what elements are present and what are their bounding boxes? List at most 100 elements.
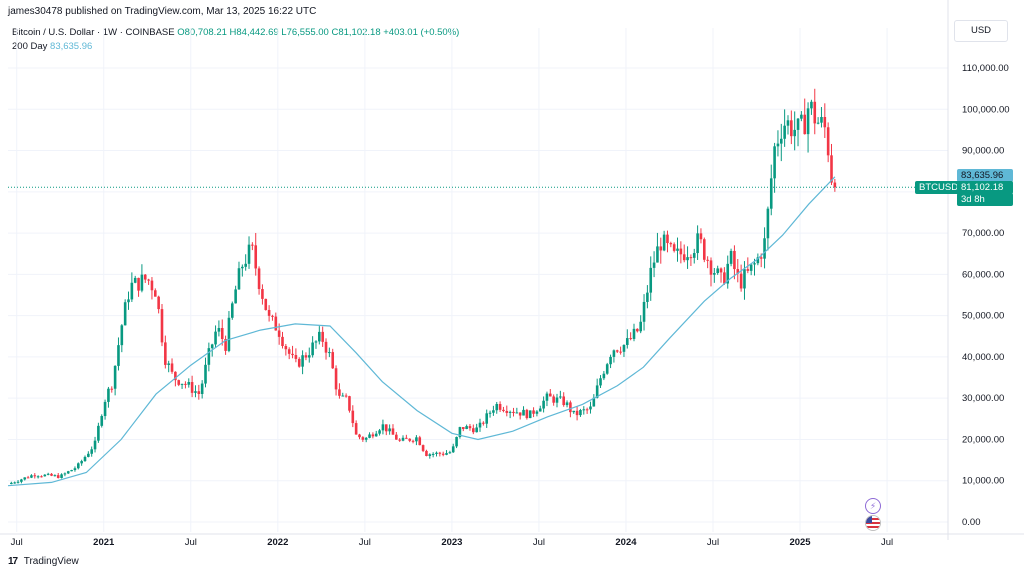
candle-body (572, 410, 576, 413)
brand-name: TradingView (23, 556, 79, 567)
candle-body (465, 426, 468, 430)
x-tick-label: Jul (359, 537, 371, 548)
candle-body (646, 292, 649, 302)
candle-body (769, 178, 773, 209)
ma-line-layer (7, 176, 836, 487)
candle-body (76, 463, 80, 469)
candle-body (518, 412, 522, 416)
currency-button[interactable]: USD (954, 20, 1008, 42)
candle-body (83, 456, 87, 462)
candle-body (438, 452, 442, 454)
candle-body (291, 353, 294, 356)
candle-body (143, 274, 147, 280)
symbol-title[interactable]: Bitcoin / U.S. Dollar · 1W · COINBASE (12, 27, 175, 38)
candle-body (50, 473, 53, 476)
candle-body (180, 383, 184, 385)
candle-body (636, 328, 639, 332)
y-tick-label: 0.00 (962, 517, 981, 528)
candle-body (257, 268, 261, 290)
candle-body (53, 475, 57, 477)
candle-body (612, 350, 616, 357)
symbol-price-tag: BTCUSD (915, 181, 963, 194)
candle-body (97, 425, 100, 441)
candle-body (254, 245, 258, 269)
candle-body (117, 345, 120, 366)
candle-body (358, 434, 361, 438)
us-flag-event-icon[interactable] (865, 515, 881, 531)
y-tick-label: 30,000.00 (962, 393, 1004, 404)
price-axis: 0.00 10,000.00 20,000.00 30,000.00 40,000.00… (962, 63, 1010, 528)
candle-body (167, 363, 170, 365)
candle-body (93, 440, 97, 450)
candle-body (190, 382, 194, 393)
candle-body (137, 277, 140, 291)
candle-body (271, 315, 274, 317)
candle-body (36, 476, 40, 478)
candle-body (405, 437, 408, 439)
candle-body (281, 336, 284, 347)
candle-body (806, 108, 810, 135)
candle-body (277, 330, 281, 337)
candle-body (682, 254, 686, 261)
y-tick-label: 50,000.00 (962, 311, 1004, 322)
candle-body (672, 244, 676, 251)
candle-body (408, 438, 412, 441)
candle-body (796, 118, 800, 130)
candle-body (318, 331, 321, 342)
candle-body (361, 437, 365, 440)
candle-body (749, 264, 753, 271)
candle-body (73, 468, 77, 471)
chart-grid (0, 0, 1024, 540)
candle-body (830, 155, 833, 183)
candle-body (652, 262, 656, 268)
candle-body (401, 437, 405, 441)
candle-body (200, 383, 204, 395)
candle-body (589, 406, 592, 410)
candle-body (455, 436, 458, 447)
candle-body (80, 461, 83, 464)
candle-body (63, 473, 67, 475)
candle-body (582, 409, 586, 411)
y-tick-label: 110,000.00 (962, 63, 1009, 74)
candle-body (418, 437, 422, 446)
candle-body (194, 391, 197, 393)
candle-body (391, 428, 395, 435)
candle-body (103, 401, 107, 417)
candle-body (224, 339, 227, 351)
candle-body (599, 378, 602, 386)
candle-body (575, 410, 579, 416)
y-tick-label: 40,000.00 (962, 352, 1004, 363)
lightning-event-icon[interactable]: ⚡ (865, 498, 881, 514)
candle-body (425, 450, 428, 456)
x-tick-label: Jul (533, 537, 545, 548)
candle-body (227, 317, 231, 351)
candle-body (301, 355, 304, 367)
candle-body (488, 412, 492, 414)
candle-body (87, 453, 90, 457)
publisher-line: james30478 published on TradingView.com,… (8, 6, 317, 17)
candle-body (174, 371, 177, 381)
candle-body (314, 341, 318, 343)
candle-body (538, 408, 542, 412)
candle-body (371, 434, 375, 437)
candle-body (689, 257, 693, 259)
candle-body (679, 248, 683, 255)
candle-body (562, 396, 565, 406)
candle-body (133, 277, 137, 283)
candle-body (237, 268, 241, 290)
ma-label[interactable]: 200 Day (12, 41, 48, 52)
candle-body (338, 389, 341, 396)
candle-body (351, 410, 355, 424)
candle-body (736, 269, 740, 274)
candle-body (364, 437, 368, 440)
x-tick-label: Jul (11, 537, 23, 548)
candle-body (555, 397, 559, 403)
candle-body (341, 395, 345, 397)
brand-footer[interactable]: 17 TradingView (8, 556, 79, 567)
candle-body (234, 289, 237, 304)
candle-body (502, 409, 505, 411)
candle-body (552, 396, 555, 403)
x-tick-label: 2021 (93, 537, 115, 548)
y-tick-label: 20,000.00 (962, 434, 1004, 445)
